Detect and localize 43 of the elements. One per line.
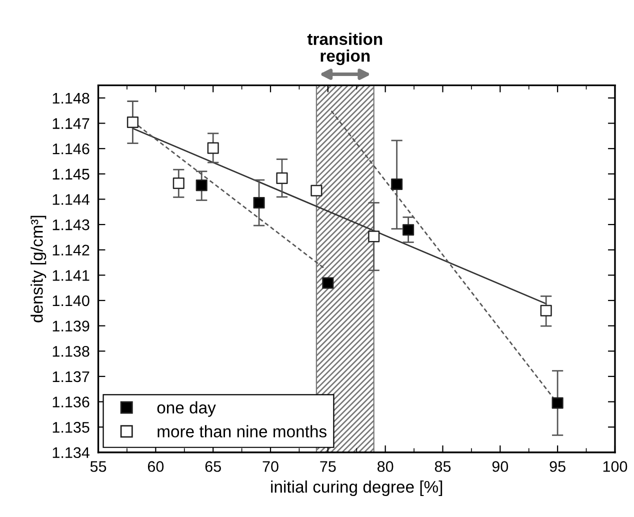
point bbox=[540, 304, 552, 316]
point bbox=[172, 178, 184, 190]
point bbox=[391, 178, 403, 190]
point bbox=[253, 196, 265, 209]
x-tick-label: 100 bbox=[603, 461, 628, 472]
x-tick-label: 90 bbox=[492, 461, 508, 472]
point bbox=[402, 224, 414, 236]
x-tick-label: 55 bbox=[90, 461, 106, 472]
x-tick-label: 85 bbox=[434, 461, 451, 472]
y-tick-label: 1.148 bbox=[52, 92, 90, 104]
y-axis-title: density [g/cm³] bbox=[30, 216, 46, 322]
point bbox=[310, 184, 322, 196]
point bbox=[368, 230, 380, 242]
y-tick-label: 1.141 bbox=[52, 270, 90, 281]
x-tick-label: 65 bbox=[205, 461, 221, 472]
x-tick-label: 80 bbox=[378, 461, 394, 472]
legend-label: more than nine months bbox=[158, 425, 326, 438]
point bbox=[276, 172, 288, 184]
y-tick-label: 1.146 bbox=[52, 143, 90, 154]
point bbox=[207, 142, 219, 154]
y-tick-label: 1.147 bbox=[52, 118, 90, 129]
y-tick-label: 1.139 bbox=[52, 320, 90, 332]
x-tick-label: 95 bbox=[550, 461, 566, 472]
y-tick-label: 1.136 bbox=[52, 396, 90, 408]
x-tick-label: 75 bbox=[320, 461, 336, 472]
y-tick-label: 1.135 bbox=[52, 422, 90, 433]
y-tick-label: 1.143 bbox=[52, 219, 90, 230]
y-tick-label: 1.134 bbox=[52, 447, 90, 458]
y-tick-label: 1.144 bbox=[52, 194, 90, 205]
point bbox=[126, 116, 138, 128]
y-tick-label: 1.137 bbox=[52, 371, 90, 382]
point bbox=[196, 180, 208, 192]
band-label: transition region bbox=[307, 32, 382, 66]
point bbox=[552, 397, 564, 409]
x-axis-title: initial curing degree [%] bbox=[271, 480, 442, 496]
point bbox=[322, 277, 334, 289]
x-tick-label: 60 bbox=[148, 461, 164, 472]
legend-label: one day bbox=[157, 401, 216, 417]
y-tick-label: 1.138 bbox=[52, 346, 90, 357]
y-tick-label: 1.142 bbox=[52, 244, 90, 256]
y-tick-label: 1.140 bbox=[52, 295, 90, 306]
x-tick-label: 70 bbox=[262, 461, 278, 472]
y-tick-label: 1.145 bbox=[52, 168, 90, 180]
